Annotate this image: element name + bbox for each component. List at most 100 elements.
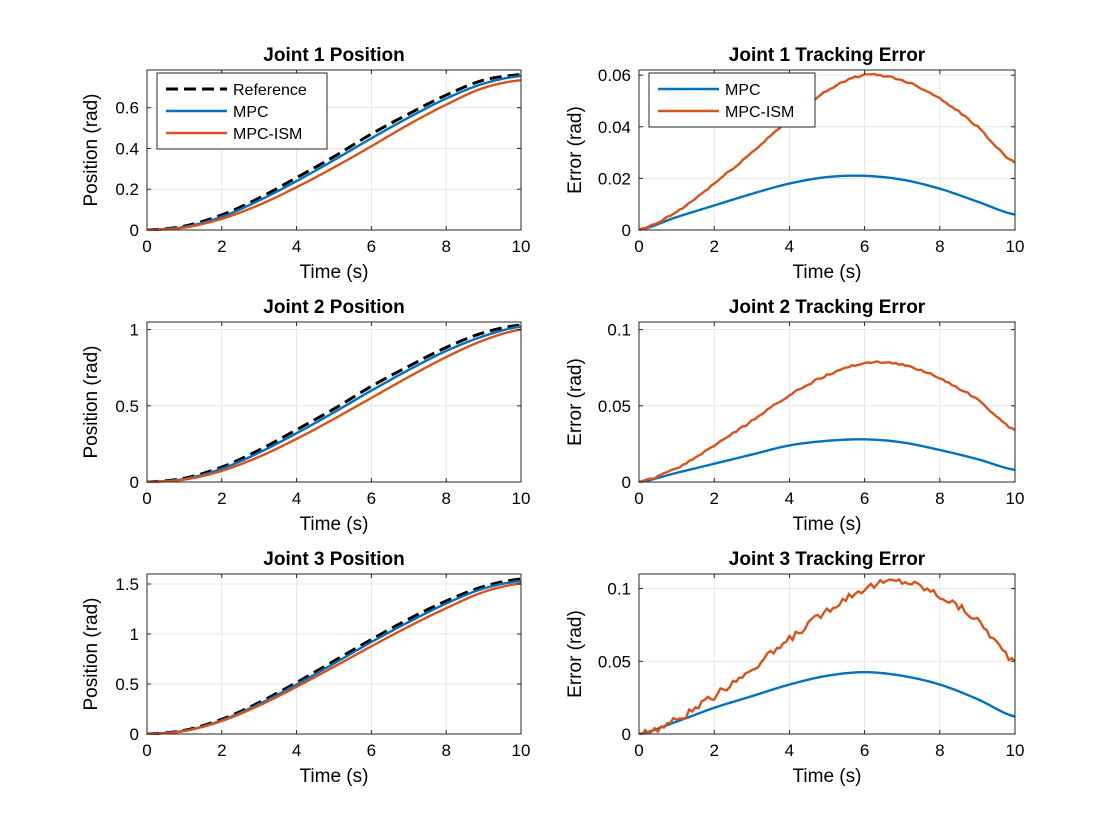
x-axis-label: Time (s) bbox=[793, 766, 862, 787]
x-tick-label: 2 bbox=[217, 741, 226, 760]
x-tick-label: 0 bbox=[634, 489, 643, 508]
x-tick-label: 2 bbox=[709, 741, 718, 760]
y-tick-label: 1 bbox=[130, 625, 139, 644]
x-tick-label: 8 bbox=[935, 741, 944, 760]
y-tick-label: 0.2 bbox=[115, 180, 139, 199]
subplot-6: 0 2 4 6 8 10 0 0.05 0.1 Joint 3 Tracking Error Tim… bbox=[565, 549, 1024, 787]
x-tick-label: 0 bbox=[634, 237, 643, 256]
y-tick-label: 0.02 bbox=[598, 169, 631, 188]
x-tick-label: 10 bbox=[512, 741, 531, 760]
subplot-1: 0 2 4 6 8 10 0 0.2 0.4 0.6 Joint 1 Position Time (s… bbox=[81, 45, 530, 283]
legend-label: Reference bbox=[233, 82, 307, 99]
legend: Reference MPC MPC-ISM bbox=[156, 72, 328, 150]
chart-title: Joint 1 Position bbox=[263, 45, 404, 66]
x-tick-label: 0 bbox=[142, 237, 151, 256]
x-tick-label: 2 bbox=[217, 237, 226, 256]
x-tick-label: 10 bbox=[1006, 741, 1025, 760]
legend-label: MPC-ISM bbox=[725, 104, 794, 121]
x-tick-label: 8 bbox=[935, 489, 944, 508]
series-line-mpc bbox=[639, 438, 1015, 483]
x-tick-label: 4 bbox=[785, 741, 794, 760]
x-tick-label: 4 bbox=[785, 489, 794, 508]
series-line-reference bbox=[147, 73, 521, 231]
x-tick-label: 0 bbox=[142, 489, 151, 508]
x-tick-label: 4 bbox=[292, 741, 301, 760]
y-axis-label: Error (rad) bbox=[565, 358, 586, 446]
x-tick-label: 6 bbox=[860, 489, 869, 508]
y-tick-label: 0.6 bbox=[115, 99, 139, 118]
series-line-mpc bbox=[147, 74, 521, 231]
y-tick-label: 0 bbox=[130, 473, 139, 492]
x-axis-label: Time (s) bbox=[300, 766, 369, 787]
x-tick-label: 4 bbox=[292, 237, 301, 256]
x-tick-label: 8 bbox=[441, 489, 450, 508]
chart-title: Joint 2 Tracking Error bbox=[729, 297, 926, 318]
legend-box bbox=[648, 72, 816, 128]
chart-title: Joint 1 Tracking Error bbox=[729, 45, 926, 66]
y-tick-label: 0 bbox=[622, 473, 631, 492]
series-line-mpc-ism bbox=[639, 577, 1015, 735]
y-tick-label: 1.5 bbox=[115, 575, 139, 594]
subplot-2: 0 2 4 6 8 10 0 0.02 0.04 0.06 Joint 1 Tracking Err… bbox=[565, 45, 1024, 283]
x-axis-label: Time (s) bbox=[300, 262, 369, 283]
x-tick-label: 10 bbox=[1006, 237, 1025, 256]
x-tick-label: 10 bbox=[512, 489, 531, 508]
y-tick-label: 0.5 bbox=[115, 397, 139, 416]
x-tick-label: 6 bbox=[860, 741, 869, 760]
chart-title: Joint 3 Tracking Error bbox=[729, 549, 926, 570]
series-line-mpc-ism bbox=[147, 78, 521, 231]
x-tick-label: 4 bbox=[785, 237, 794, 256]
axes-frame bbox=[638, 69, 1016, 231]
legend: MPC MPC-ISM bbox=[648, 72, 816, 128]
plot-area bbox=[147, 322, 521, 482]
y-tick-label: 0.05 bbox=[598, 397, 631, 416]
y-tick-label: 0 bbox=[622, 725, 631, 744]
y-tick-label: 0.04 bbox=[598, 118, 631, 137]
y-axis-label: Error (rad) bbox=[565, 106, 586, 194]
y-axis-label: Position (rad) bbox=[81, 598, 102, 711]
y-tick-label: 0.4 bbox=[115, 139, 139, 158]
x-tick-label: 10 bbox=[512, 237, 531, 256]
chart-title: Joint 3 Position bbox=[263, 549, 404, 570]
x-tick-label: 0 bbox=[142, 741, 151, 760]
x-tick-label: 6 bbox=[367, 489, 376, 508]
x-tick-label: 10 bbox=[1006, 489, 1025, 508]
y-axis-label: Error (rad) bbox=[565, 610, 586, 698]
series-line-mpc bbox=[639, 174, 1015, 231]
y-tick-label: 0.1 bbox=[607, 321, 631, 340]
y-tick-label: 0.06 bbox=[598, 66, 631, 85]
y-tick-label: 0 bbox=[130, 725, 139, 744]
x-axis-label: Time (s) bbox=[793, 514, 862, 535]
x-tick-label: 2 bbox=[709, 489, 718, 508]
axes-frame bbox=[638, 573, 1016, 735]
x-axis-label: Time (s) bbox=[793, 262, 862, 283]
x-tick-label: 6 bbox=[860, 237, 869, 256]
series-line-reference bbox=[147, 323, 521, 483]
series-line-mpc-ism bbox=[639, 360, 1015, 483]
series-line-mpc-ism bbox=[147, 582, 521, 735]
subplot-4: 0 2 4 6 8 10 0 0.05 0.1 Joint 2 Tracking Error Tim… bbox=[565, 297, 1024, 535]
subplot-3: 0 2 4 6 8 10 0 0.5 1 Joint 2 Position Time (s) Posi… bbox=[81, 297, 530, 535]
y-tick-label: 0.1 bbox=[607, 580, 631, 599]
series-line-mpc-ism bbox=[147, 328, 521, 483]
legend-label: MPC bbox=[233, 104, 269, 121]
series-line-mpc bbox=[147, 325, 521, 483]
axes-frame bbox=[146, 573, 522, 735]
y-tick-label: 0 bbox=[622, 221, 631, 240]
x-tick-label: 6 bbox=[367, 741, 376, 760]
series-line-mpc-ism bbox=[639, 72, 1015, 231]
x-tick-label: 0 bbox=[634, 741, 643, 760]
axes-frame bbox=[146, 69, 522, 231]
axes-frame bbox=[146, 321, 522, 483]
plot-area bbox=[147, 574, 521, 734]
x-tick-label: 6 bbox=[367, 237, 376, 256]
x-tick-label: 4 bbox=[292, 489, 301, 508]
legend-label: MPC-ISM bbox=[233, 126, 302, 143]
y-tick-label: 1 bbox=[130, 321, 139, 340]
plot-area bbox=[639, 574, 1015, 734]
subplot-5: 0 2 4 6 8 10 0 0.5 1 1.5 Joint 3 Position Time (s) P… bbox=[81, 549, 530, 787]
y-tick-label: 0 bbox=[130, 221, 139, 240]
x-tick-label: 8 bbox=[441, 237, 450, 256]
y-axis-label: Position (rad) bbox=[81, 94, 102, 207]
